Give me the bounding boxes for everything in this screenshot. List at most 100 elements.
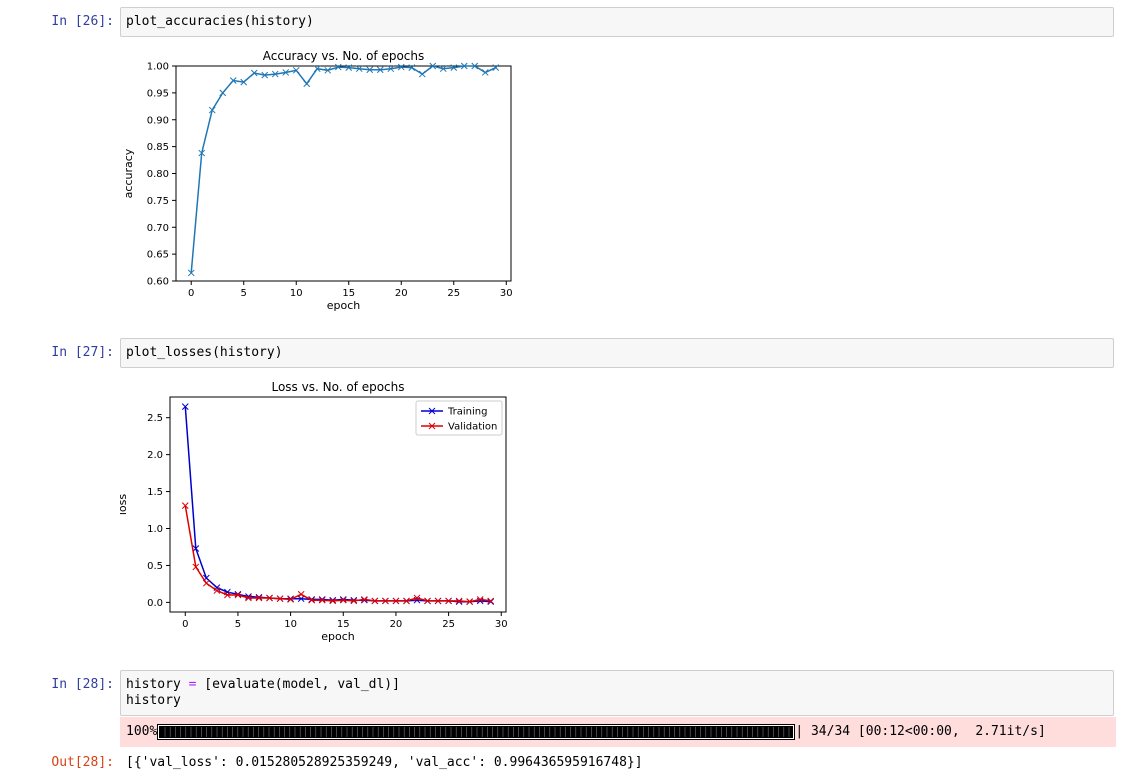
cell-26-code-editor[interactable]: plot_accuracies(history) <box>120 7 1114 37</box>
data-point-marker <box>460 62 468 70</box>
output-28-text: [{'val_loss': 0.015280528925359249, 'val… <box>126 755 643 770</box>
x-tick-label: 15 <box>342 288 355 299</box>
data-point-marker <box>408 64 416 71</box>
data-point-marker <box>429 62 437 70</box>
x-tick-label: 25 <box>442 619 455 630</box>
plot-frame <box>169 396 507 613</box>
x-tick-label: 0 <box>188 288 194 299</box>
y-tick-label: 0.75 <box>147 196 169 207</box>
cell-27-prompt: In [27]: <box>51 345 114 360</box>
data-point-marker <box>234 591 242 599</box>
data-point-marker <box>360 596 368 603</box>
data-point-marker <box>240 78 248 86</box>
data-point-marker <box>202 579 210 587</box>
y-tick-label: 0.70 <box>147 223 169 234</box>
y-tick-label: 2.5 <box>147 413 163 424</box>
chart-title: Accuracy vs. No. of epochs <box>263 49 425 63</box>
cell-28-code-line2: history <box>126 693 181 708</box>
data-point-marker <box>382 597 389 605</box>
data-point-marker <box>450 64 458 71</box>
y-tick-label: 2.0 <box>147 450 163 461</box>
cell-27-code-editor[interactable]: plot_losses(history) <box>120 338 1114 368</box>
data-point-marker <box>455 597 463 605</box>
data-point-marker <box>439 65 447 73</box>
data-point-marker <box>345 64 353 71</box>
x-tick-label: 5 <box>241 288 247 299</box>
progress-bar <box>157 724 796 740</box>
data-point-marker <box>181 403 189 410</box>
data-point-marker <box>466 598 474 606</box>
y-axis-label: accuracy <box>122 148 135 198</box>
data-point-marker <box>297 590 305 598</box>
data-point-marker <box>481 69 489 76</box>
chart-title: Loss vs. No. of epochs <box>271 380 404 394</box>
x-tick-label: 30 <box>495 619 508 630</box>
data-point-marker <box>308 596 316 604</box>
cell-26-code: plot_accuracies(history) <box>126 14 314 29</box>
y-tick-label: 0.90 <box>147 115 169 126</box>
data-point-marker <box>476 596 484 603</box>
data-point-marker <box>339 596 347 603</box>
data-point-marker <box>334 63 342 71</box>
x-axis-label: epoch <box>321 630 355 643</box>
data-point-marker <box>471 62 479 70</box>
x-tick-label: 5 <box>235 619 241 630</box>
data-point-marker <box>434 597 442 605</box>
data-point-marker <box>339 596 347 604</box>
data-point-marker <box>198 149 206 157</box>
data-point-marker <box>219 89 227 97</box>
data-point-marker <box>192 563 200 571</box>
data-point-marker <box>324 66 332 74</box>
data-point-marker <box>318 596 326 603</box>
x-tick-label: 0 <box>182 619 188 630</box>
y-tick-label: 1.5 <box>147 487 163 498</box>
data-point-marker <box>329 597 337 605</box>
data-point-marker <box>445 597 452 605</box>
cell-27-code: plot_losses(history) <box>126 345 283 360</box>
data-point-marker <box>318 596 326 604</box>
data-point-marker <box>397 63 405 71</box>
data-point-marker <box>261 71 269 79</box>
data-point-marker <box>403 597 410 605</box>
y-tick-label: 0.80 <box>147 169 169 180</box>
data-point-marker <box>213 587 221 594</box>
plot-frame <box>175 65 512 282</box>
x-tick-label: 25 <box>447 288 460 299</box>
data-point-marker <box>487 598 495 606</box>
x-axis-label: epoch <box>327 299 361 312</box>
data-point-marker <box>350 597 358 605</box>
y-tick-label: 0.85 <box>147 142 169 153</box>
progress-fill <box>159 726 794 738</box>
data-point-marker <box>413 594 421 602</box>
cell-28-code-editor[interactable]: history = [evaluate(model, val_dl)] hist… <box>120 670 1114 716</box>
y-tick-label: 1.0 <box>147 524 163 535</box>
data-point-marker <box>418 70 426 78</box>
data-point-marker <box>229 77 237 84</box>
x-tick-label: 10 <box>290 288 303 299</box>
legend: Training Validation <box>415 400 503 436</box>
progress-output: 100% | 34/34 [00:12<00:00, 2.71it/s] <box>120 717 1116 747</box>
data-point-marker <box>266 594 273 602</box>
data-point-marker <box>224 591 231 599</box>
data-point-marker <box>187 269 195 277</box>
x-tick-label: 20 <box>390 619 403 630</box>
data-point-marker <box>271 70 279 78</box>
data-point-marker <box>292 66 300 74</box>
data-point-marker <box>245 594 252 602</box>
data-point-marker <box>387 65 395 73</box>
data-point-marker <box>492 64 500 71</box>
cell-26-prompt: In [26]: <box>51 14 114 29</box>
data-point-marker <box>355 65 363 73</box>
series-line-0 <box>184 406 491 603</box>
data-point-marker <box>303 80 311 88</box>
data-point-marker <box>376 66 384 74</box>
data-point-marker <box>455 598 463 606</box>
cell-28-prompt: In [28]: <box>51 677 114 692</box>
data-point-marker <box>392 597 400 605</box>
series-line-0 <box>190 65 497 273</box>
y-axis-label: loss <box>120 494 129 516</box>
data-point-marker <box>371 597 379 605</box>
x-tick-label: 30 <box>500 288 513 299</box>
data-point-marker <box>487 597 495 605</box>
progress-percent: 100% <box>126 724 158 739</box>
